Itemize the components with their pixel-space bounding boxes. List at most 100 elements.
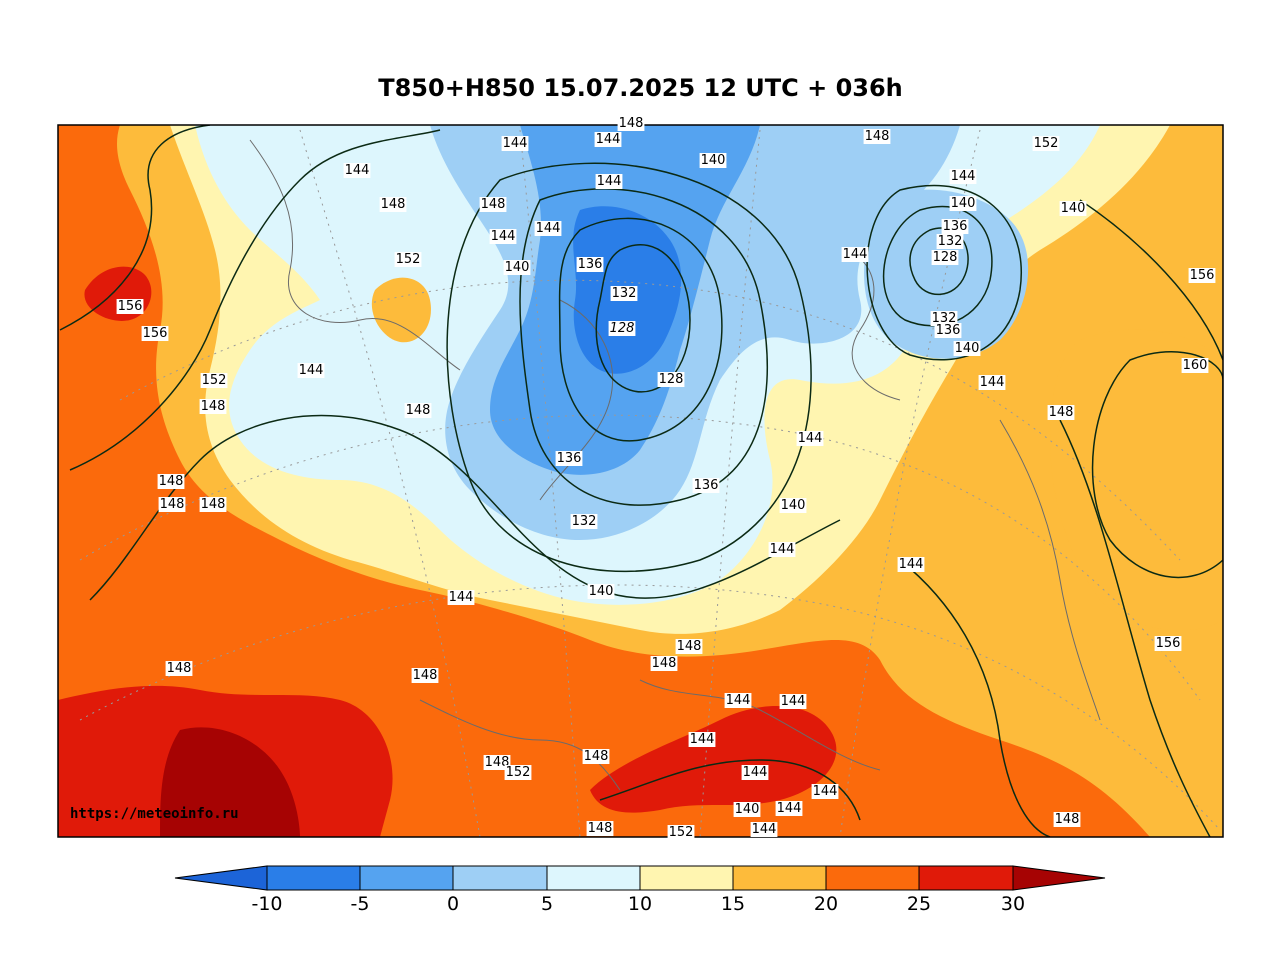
colorbar-segment — [825, 865, 920, 891]
contour-label-background — [796, 431, 824, 446]
contour-label: 144 — [813, 784, 838, 799]
contour-label-background — [594, 132, 622, 147]
contour-label: 128 — [659, 372, 684, 387]
contour-label-background — [576, 257, 604, 272]
colorbar-tick-label: 15 — [721, 893, 745, 915]
contour-label-background — [447, 590, 475, 605]
contour-label: 148 — [159, 474, 184, 489]
contour-label-background — [379, 197, 407, 212]
colorbar-tick-label: 30 — [1001, 893, 1025, 915]
contour-label-background — [489, 229, 517, 244]
contour-label-background — [141, 326, 169, 341]
colorbar-tick-label: 0 — [447, 893, 459, 915]
contour-label: 148 — [201, 399, 226, 414]
contour-label: 156 — [143, 326, 168, 341]
contour-label: 144 — [951, 169, 976, 184]
contour-label-background — [617, 116, 645, 131]
contour-label-background — [675, 639, 703, 654]
contour-label-background — [586, 821, 614, 836]
contour-label: 132 — [938, 234, 963, 249]
contour-label-background — [949, 196, 977, 211]
contour-label: 144 — [843, 247, 868, 262]
colorbar-segment — [639, 865, 734, 891]
contour-label: 144 — [596, 132, 621, 147]
contour-label-background — [582, 749, 610, 764]
contour-label-background — [811, 784, 839, 799]
contour-label-background — [692, 478, 720, 493]
contour-label: 140 — [735, 802, 760, 817]
contour-label: 148 — [1049, 405, 1074, 420]
contour-label: 136 — [557, 451, 582, 466]
colorbar-tick-label: 5 — [541, 893, 553, 915]
contour-label: 136 — [943, 219, 968, 234]
contour-label: 148 — [406, 403, 431, 418]
contour-label-background — [394, 252, 422, 267]
contour-label: 152 — [669, 825, 694, 840]
contour-label: 148 — [413, 668, 438, 683]
contour-label-background — [411, 668, 439, 683]
contour-label: 144 — [449, 590, 474, 605]
contour-label-background — [1047, 405, 1075, 420]
contour-label-background — [863, 129, 891, 144]
contour-label: 148 — [619, 116, 644, 131]
contour-label-background — [953, 341, 981, 356]
contour-label: 144 — [777, 801, 802, 816]
contour-label: 148 — [584, 749, 609, 764]
graticule — [79, 129, 1221, 837]
contour-label-background — [570, 514, 598, 529]
contour-label: 144 — [726, 693, 751, 708]
contour-label: 128 — [610, 321, 635, 336]
contour-label: 144 — [597, 174, 622, 189]
colorbar-tick-label: 10 — [628, 893, 652, 915]
contour-label-background — [343, 163, 371, 178]
contour-label-background — [595, 174, 623, 189]
contour-label-background — [779, 498, 807, 513]
contour-label: 156 — [118, 299, 143, 314]
map-title: T850+H850 15.07.2025 12 UTC + 036h — [378, 74, 903, 102]
colorbar-high-arrow — [1012, 865, 1106, 891]
contour-label: 144 — [980, 375, 1005, 390]
contour-label: 160 — [1183, 358, 1208, 373]
contour-label: 132 — [612, 286, 637, 301]
contour-label-background — [978, 375, 1006, 390]
contour-label-background — [941, 219, 969, 234]
contour-label: 156 — [1190, 268, 1215, 283]
contour-label-background — [1032, 136, 1060, 151]
contour-label-background — [930, 311, 958, 326]
contour-label: 140 — [589, 584, 614, 599]
contour-label-background — [503, 260, 531, 275]
contour-label: 140 — [701, 153, 726, 168]
contour-label-background — [936, 234, 964, 249]
contour-label: 144 — [770, 542, 795, 557]
contour-label: 148 — [652, 656, 677, 671]
contour-label-background — [608, 321, 636, 336]
contour-label-background — [165, 661, 193, 676]
contour-label-background — [841, 247, 869, 262]
contour-label: 132 — [932, 311, 957, 326]
temperature-field — [58, 125, 1223, 837]
colorbar-tick-label: -10 — [251, 893, 282, 915]
contour-label-background — [157, 474, 185, 489]
field-east-low — [863, 189, 1029, 359]
colorbar-segment — [732, 865, 827, 891]
contour-label: 132 — [572, 514, 597, 529]
colorbar-tick-label: 20 — [814, 893, 838, 915]
height-contours — [59, 125, 1223, 837]
field-above-30 — [160, 727, 300, 837]
contour-label: 148 — [677, 639, 702, 654]
contour-label-background — [158, 497, 186, 512]
field-25-30-s — [590, 706, 837, 813]
contour-label-background — [587, 584, 615, 599]
contour-label-background — [724, 693, 752, 708]
contour-label-background — [897, 557, 925, 572]
contour-label: 148 — [1055, 812, 1080, 827]
contour-label: 140 — [951, 196, 976, 211]
contour-label-background — [949, 169, 977, 184]
contour-label: 144 — [299, 363, 324, 378]
contour-label: 148 — [485, 755, 510, 770]
contour-label-background — [483, 755, 511, 770]
contour-label: 144 — [536, 221, 561, 236]
contour-label: 152 — [1034, 136, 1059, 151]
contour-label: 144 — [798, 431, 823, 446]
